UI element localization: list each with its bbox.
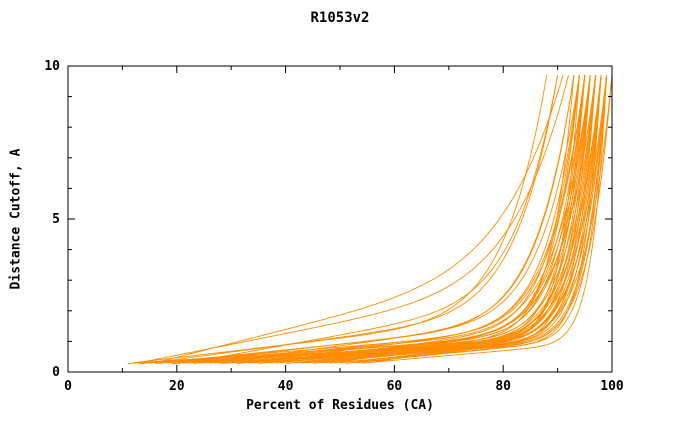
y-tick-label: 5 xyxy=(52,212,60,227)
curve-line-32 xyxy=(285,75,602,364)
curve-line-4 xyxy=(138,75,586,365)
curve-line-3 xyxy=(133,75,548,364)
y-axis-label: Distance Cutoff, A xyxy=(8,148,24,290)
chart-title: R1053v2 xyxy=(310,10,370,26)
curve-line-35 xyxy=(301,75,580,364)
curve-line-49 xyxy=(154,75,564,364)
curve-line-11 xyxy=(171,75,597,365)
curve-line-12 xyxy=(176,75,580,364)
x-axis-label: Percent of Residues (CA) xyxy=(246,398,434,413)
curve-line-42 xyxy=(339,75,597,364)
curve-line-17 xyxy=(203,75,597,364)
curve-line-29 xyxy=(269,75,580,364)
curve-line-19 xyxy=(214,75,575,364)
curve-line-43 xyxy=(345,75,586,364)
y-tick-label: 0 xyxy=(52,365,60,380)
curve-line-50 xyxy=(187,75,559,364)
curve-line-46 xyxy=(361,75,608,364)
curve-line-47 xyxy=(367,75,580,364)
curve-line-45 xyxy=(356,75,591,364)
curve-line-23 xyxy=(236,75,580,365)
x-tick-label: 0 xyxy=(64,379,72,394)
x-tick-label: 60 xyxy=(387,379,403,394)
curve-line-6 xyxy=(149,75,559,364)
curve-line-22 xyxy=(231,75,608,364)
x-tick-label: 100 xyxy=(600,379,624,394)
curve-line-7 xyxy=(149,75,591,364)
curve-line-27 xyxy=(258,75,591,364)
x-tick-label: 20 xyxy=(169,379,185,394)
y-tick-label: 10 xyxy=(44,59,60,74)
x-tick-label: 40 xyxy=(278,379,294,394)
curve-line-41 xyxy=(334,75,575,364)
curve-line-39 xyxy=(323,75,591,364)
x-tick-label: 80 xyxy=(495,379,511,394)
curve-line-1 xyxy=(127,75,597,364)
curve-line-37 xyxy=(312,75,586,364)
curve-line-40 xyxy=(329,75,608,364)
curve-line-36 xyxy=(307,75,597,364)
curve-line-15 xyxy=(193,75,608,364)
curve-line-28 xyxy=(263,75,608,364)
